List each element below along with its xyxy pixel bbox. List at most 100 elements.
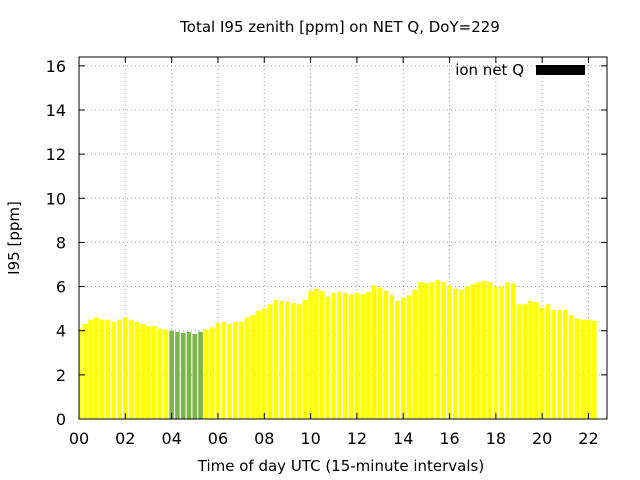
bar [256, 310, 261, 419]
y-tick-label: 10 [46, 189, 66, 208]
bar [290, 303, 296, 419]
y-tick-label: 8 [56, 233, 66, 252]
bar [314, 288, 319, 419]
bar [545, 304, 551, 419]
bar [377, 287, 383, 419]
x-tick-label: 04 [161, 429, 181, 448]
y-tick-label: 12 [46, 145, 66, 164]
x-tick-label: 10 [300, 429, 320, 448]
bar [441, 282, 447, 419]
bar [591, 320, 597, 419]
x-tick-label: 14 [393, 429, 413, 448]
bar [568, 315, 574, 419]
x-tick-label: 12 [347, 429, 367, 448]
bar [481, 281, 487, 419]
y-tick-label: 4 [56, 322, 66, 341]
bar [412, 289, 418, 419]
bar [453, 288, 458, 419]
y-tick-label: 2 [56, 366, 66, 385]
x-axis-label: Time of day UTC (15-minute intervals) [197, 457, 484, 475]
y-axis-label: I95 [ppm] [5, 201, 23, 275]
bar [169, 330, 174, 419]
bar [233, 321, 238, 419]
bar [308, 290, 313, 419]
bar [354, 293, 360, 419]
bar [383, 290, 389, 419]
bar [580, 319, 585, 419]
bar [551, 309, 557, 419]
bar [273, 299, 279, 419]
bar [123, 317, 128, 419]
x-tick-label: 22 [578, 429, 598, 448]
bar [522, 304, 528, 419]
bar [424, 283, 429, 419]
bar [429, 282, 435, 419]
y-tick-label: 14 [46, 101, 66, 120]
bar [180, 332, 186, 419]
y-tick-label: 6 [56, 278, 66, 297]
bar [250, 315, 255, 419]
bar [476, 282, 481, 419]
bar [325, 296, 331, 419]
bar [99, 319, 105, 419]
legend-label: ion net Q [455, 61, 524, 79]
bar [302, 299, 308, 419]
bars-layer [79, 279, 597, 419]
bar [296, 304, 302, 419]
bar [157, 328, 163, 419]
bar [510, 283, 516, 419]
bar [337, 292, 342, 419]
legend-swatch [536, 65, 585, 75]
plot-frame [78, 56, 608, 420]
bar [238, 321, 244, 419]
x-tick-label: 16 [439, 429, 459, 448]
bar [464, 286, 470, 419]
bar [400, 297, 406, 419]
bar [319, 290, 325, 419]
bar [186, 331, 192, 419]
bar [285, 302, 290, 419]
bar [418, 282, 423, 419]
bar [586, 319, 591, 419]
bar [134, 321, 140, 419]
bar [261, 308, 267, 419]
bar [389, 295, 394, 419]
x-tick-label: 18 [486, 429, 506, 448]
bar [198, 331, 203, 419]
bar [215, 322, 221, 419]
bar [146, 326, 151, 419]
bar [163, 329, 169, 419]
bar [105, 319, 111, 419]
x-tick-label: 00 [69, 429, 89, 448]
bar [209, 327, 215, 419]
bar [82, 324, 88, 419]
bar [192, 334, 198, 419]
bar [406, 295, 412, 419]
bar [447, 285, 452, 419]
grid-layer [79, 57, 607, 419]
bar [528, 300, 533, 419]
bar [539, 307, 545, 419]
bar [267, 304, 273, 419]
bar [227, 324, 232, 419]
bar [348, 294, 354, 419]
bar [331, 293, 337, 419]
bar [88, 319, 93, 419]
bar [94, 317, 99, 419]
x-tick-label: 20 [532, 429, 552, 448]
bar [279, 300, 284, 419]
bar [505, 282, 510, 419]
bar [493, 286, 499, 419]
bar [360, 294, 365, 419]
legend: ion net Q [455, 61, 585, 79]
bar [534, 302, 539, 419]
bar [435, 279, 441, 419]
bar [111, 321, 117, 419]
bar [244, 317, 250, 419]
bar [221, 321, 227, 419]
bar [343, 293, 348, 419]
y-tick-label: 0 [56, 410, 66, 429]
bar [563, 309, 568, 419]
